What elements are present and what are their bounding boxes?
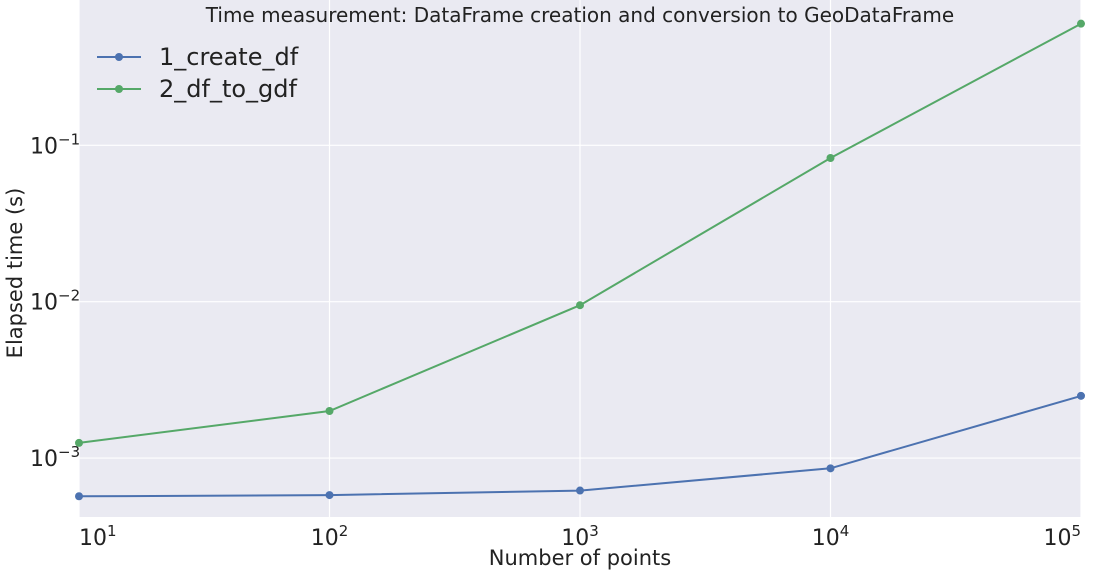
y-tick-label: 10−2 [30,287,80,316]
y-tick-label: 10−3 [30,443,80,472]
x-tick-label: 102 [311,522,349,551]
data-point [826,464,835,473]
legend-item: 1_create_df [97,43,299,71]
series-layer [75,19,1085,501]
data-point [1077,391,1085,400]
data-point [325,407,334,416]
x-tick-label: 103 [561,522,599,551]
legend-label: 1_create_df [159,43,299,71]
x-tick-label: 104 [812,522,850,551]
data-point [576,301,584,310]
legend: 1_create_df 2_df_to_gdf [97,43,299,103]
x-axis-label: Number of points [489,546,671,570]
legend-marker [115,53,123,61]
data-point [325,491,334,500]
series-1_create_df [75,391,1085,501]
x-tick-label: 105 [1043,522,1081,551]
data-point [75,438,83,447]
legend-item: 2_df_to_gdf [97,75,298,103]
data-point [576,486,584,495]
data-point [1077,19,1085,28]
x-tick-labels: 101 102 103 104 105 [79,522,1081,551]
y-tick-label: 10−1 [30,130,80,159]
data-point [75,492,83,501]
x-tick-label: 101 [79,522,117,551]
y-axis-label: Elapsed time (s) [3,188,27,359]
chart-title: Time measurement: DataFrame creation and… [205,3,954,27]
legend-marker [115,85,123,93]
grid [78,0,1082,517]
series-2_df_to_gdf [75,19,1085,447]
y-tick-labels: 10−3 10−2 10−1 [30,130,80,472]
legend-label: 2_df_to_gdf [159,75,298,103]
data-point [826,153,835,162]
